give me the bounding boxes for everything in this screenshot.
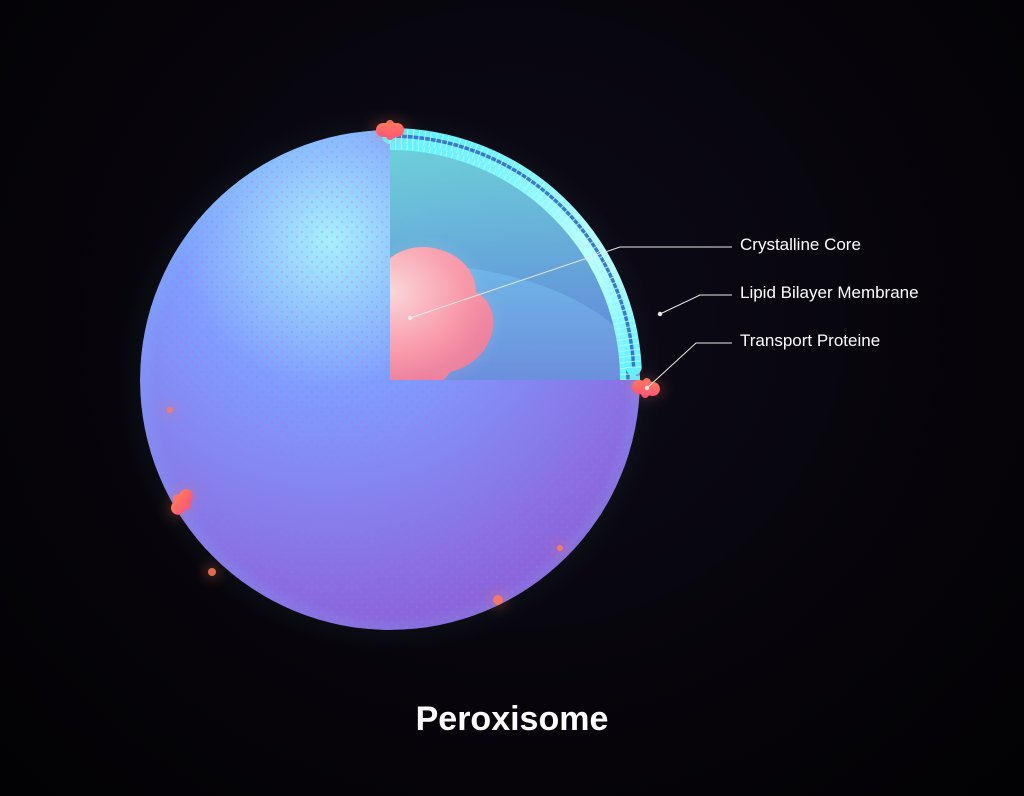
label-crystalline-core: Crystalline Core bbox=[740, 235, 861, 255]
diagram-stage: Crystalline Core Lipid Bilayer Membrane Tr… bbox=[0, 0, 1024, 796]
label-transport-proteine: Transport Proteine bbox=[740, 331, 880, 351]
peroxisome-diagram bbox=[0, 0, 1024, 796]
leader-line bbox=[660, 295, 732, 314]
label-lipid-bilayer-membrane: Lipid Bilayer Membrane bbox=[740, 283, 919, 303]
transport-protein bbox=[370, 118, 410, 142]
diagram-title: Peroxisome bbox=[0, 700, 1024, 739]
